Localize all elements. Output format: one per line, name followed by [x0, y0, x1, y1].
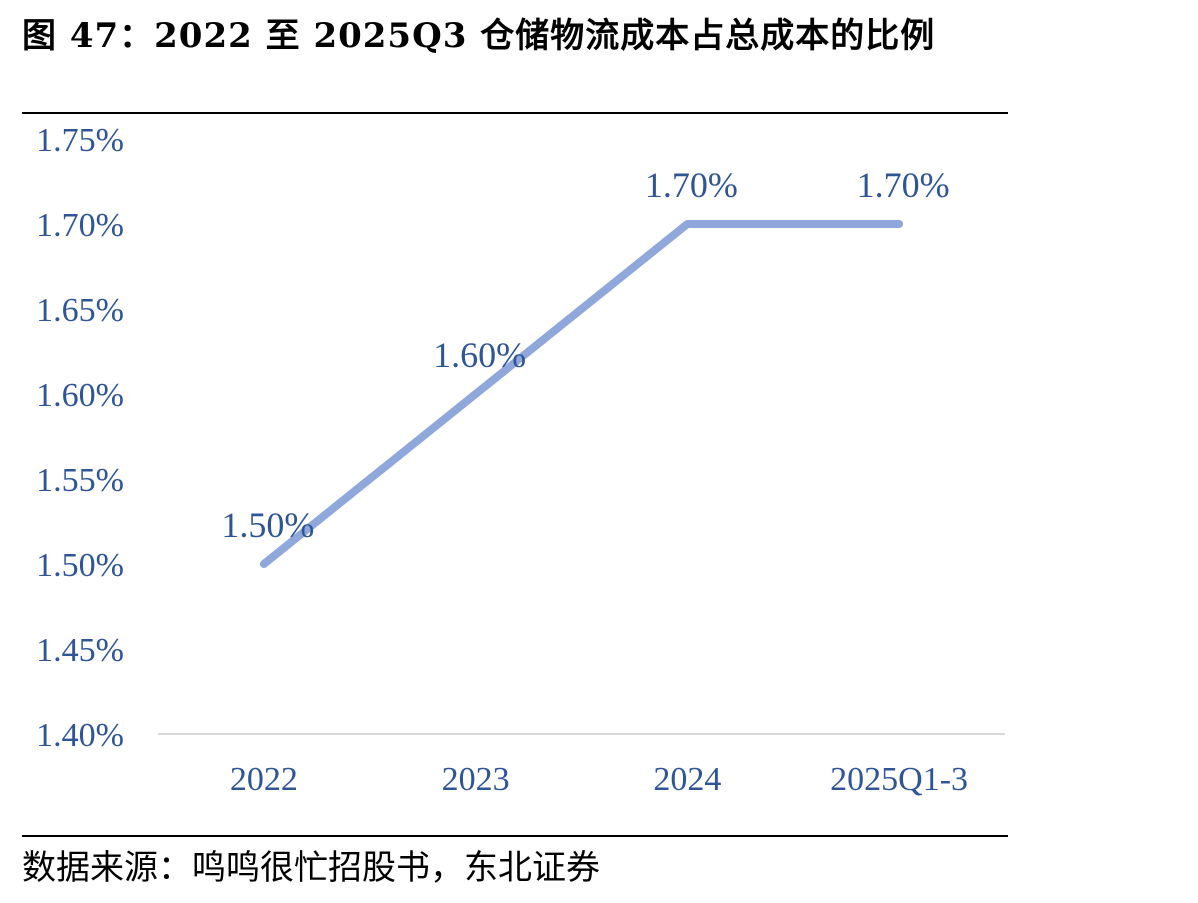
y-tick-label: 1.75% [36, 122, 124, 159]
source-note: 数据来源：鸣鸣很忙招股书，东北证券 [22, 848, 600, 888]
y-tick-label: 1.55% [36, 462, 124, 499]
series-line [259, 220, 904, 568]
y-tick-label: 1.70% [36, 207, 124, 244]
top-rule [22, 112, 1008, 114]
series-group [259, 220, 904, 568]
bottom-rule [22, 835, 1008, 837]
data-label: 1.60% [433, 335, 526, 375]
x-category-label: 2025Q1-3 [830, 761, 968, 798]
x-category-label: 2022 [230, 761, 298, 798]
y-tick-label: 1.40% [36, 717, 124, 754]
data-label: 1.70% [857, 165, 950, 205]
chart-title: 图 47：2022 至 2025Q3 仓储物流成本占总成本的比例 [22, 16, 936, 56]
x-category-label: 2024 [653, 761, 721, 798]
x-category-label: 2023 [442, 761, 510, 798]
x-axis-category-labels: 2022 2023 2024 2025Q1-3 [230, 761, 968, 798]
y-tick-label: 1.60% [36, 377, 124, 414]
data-label: 1.50% [221, 505, 314, 545]
y-tick-label: 1.65% [36, 292, 124, 329]
data-label: 1.70% [645, 165, 738, 205]
y-axis-tick-labels: 1.40% 1.45% 1.50% 1.55% 1.60% 1.65% 1.70% 1.75% [36, 122, 124, 754]
data-labels: 1.50% 1.60% 1.70% 1.70% [221, 165, 949, 545]
y-tick-label: 1.50% [36, 547, 124, 584]
y-tick-label: 1.45% [36, 632, 124, 669]
